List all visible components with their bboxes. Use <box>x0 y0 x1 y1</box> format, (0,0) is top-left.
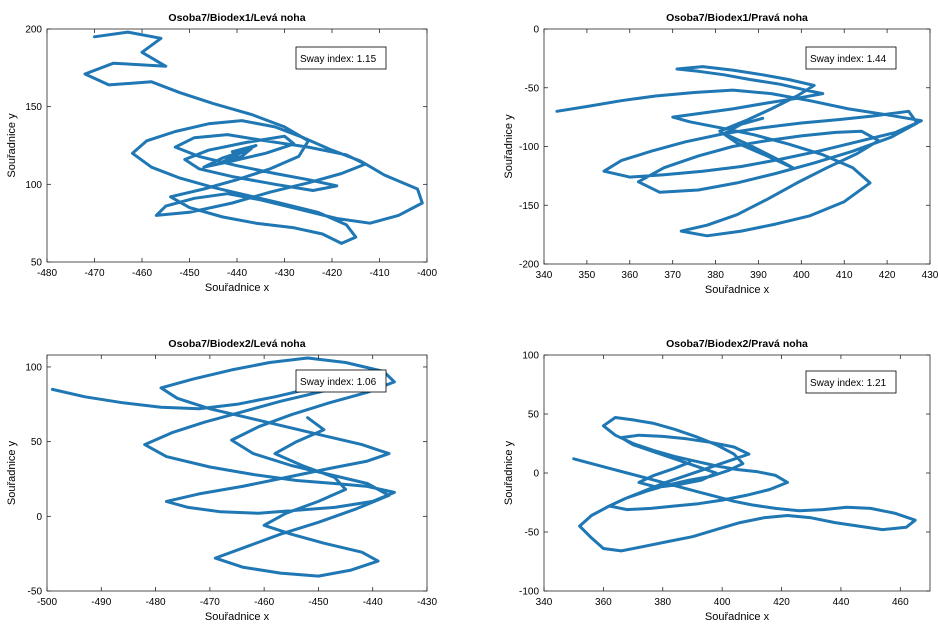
x-tick-label: -460 <box>254 597 274 608</box>
y-tick-label: -50 <box>28 587 43 598</box>
sway-index-label: Sway index: 1.06 <box>300 377 377 388</box>
subplot-3: -500 -490 -480 -470 -460 -450 -440 -430-5005010… <box>6 338 437 623</box>
y-tick-label: -100 <box>519 587 539 598</box>
x-tick-label: 440 <box>833 597 850 608</box>
chart-title: Osoba7/Biodex1/Levá noha <box>168 12 305 24</box>
x-tick-label: -450 <box>308 597 328 608</box>
y-tick-label: 50 <box>31 258 43 269</box>
x-axis-label: Souřadnice x <box>705 611 770 623</box>
x-tick-label: 400 <box>793 270 810 281</box>
y-tick-label: 0 <box>36 512 42 523</box>
x-tick-label: 430 <box>922 270 938 281</box>
x-tick-label: -420 <box>322 268 342 279</box>
x-tick-label: 420 <box>773 597 790 608</box>
x-axis-label: Souřadnice x <box>705 284 770 296</box>
y-tick-label: 50 <box>528 410 540 421</box>
x-tick-label: -430 <box>274 268 294 279</box>
chart-title: Osoba7/Biodex2/Levá noha <box>168 338 305 350</box>
chart-title: Osoba7/Biodex1/Pravá noha <box>666 12 808 24</box>
chart-title: Osoba7/Biodex2/Pravá noha <box>666 338 808 350</box>
sway-trajectory-line <box>572 416 917 553</box>
x-tick-label: -480 <box>146 597 166 608</box>
y-tick-label: 100 <box>25 180 42 191</box>
x-tick-label: -470 <box>200 597 220 608</box>
x-tick-label: 360 <box>621 270 638 281</box>
x-tick-label: 460 <box>892 597 909 608</box>
x-tick-label: -460 <box>132 268 152 279</box>
x-tick-label: -440 <box>363 597 383 608</box>
y-tick-label: 200 <box>25 25 42 36</box>
x-tick-label: 420 <box>879 270 896 281</box>
sway-index-label: Sway index: 1.15 <box>300 54 377 65</box>
y-tick-label: 100 <box>522 351 539 362</box>
x-tick-label: 360 <box>595 597 612 608</box>
x-tick-label: 410 <box>836 270 853 281</box>
x-tick-label: 380 <box>654 597 671 608</box>
y-axis-label: Souřadnice y <box>6 440 18 505</box>
x-tick-label: -430 <box>417 597 437 608</box>
x-tick-label: -490 <box>91 597 111 608</box>
sway-trajectory-line <box>50 356 396 578</box>
subplot-1: -480 -470 -460 -450 -440 -430 -420 -410 -400 50 10… <box>6 12 437 294</box>
x-tick-label: 390 <box>750 270 767 281</box>
y-tick-label: 100 <box>25 362 42 373</box>
y-tick-label: -50 <box>525 83 540 94</box>
y-tick-label: 0 <box>533 469 539 480</box>
y-tick-label: 50 <box>31 437 43 448</box>
x-tick-label: 340 <box>536 270 553 281</box>
sway-index-label: Sway index: 1.21 <box>810 378 887 389</box>
x-tick-label: -440 <box>227 268 247 279</box>
plot-area <box>543 354 931 592</box>
x-tick-label: -400 <box>417 268 437 279</box>
subplot-2: 340 350 360 370 380 390 400 410 420 430 -200 -150 -1… <box>503 12 938 296</box>
sway-trajectory-line <box>555 65 923 238</box>
x-axis-label: Souřadnice x <box>205 282 270 294</box>
y-tick-label: -150 <box>519 201 539 212</box>
y-tick-label: 0 <box>533 25 539 36</box>
x-tick-label: -450 <box>179 268 199 279</box>
y-tick-label: 150 <box>25 102 42 113</box>
y-axis-label: Souřadnice y <box>6 113 18 178</box>
sway-trajectory-line <box>83 30 424 245</box>
sway-index-box <box>805 46 897 70</box>
sway-index-box <box>805 370 897 394</box>
x-axis-label: Souřadnice x <box>205 611 270 623</box>
x-tick-label: 370 <box>664 270 681 281</box>
y-axis-label: Souřadnice y <box>503 114 515 179</box>
y-tick-label: -100 <box>519 142 539 153</box>
subplot-4: 340 360 380 400 420 440 460 -100 -50 0 50 100 Osoba7… <box>503 338 931 623</box>
y-tick-label: -200 <box>519 260 539 271</box>
sway-index-box <box>295 46 387 70</box>
x-tick-label: 380 <box>707 270 724 281</box>
y-axis-label: Souřadnice y <box>503 440 515 505</box>
x-tick-label: 350 <box>579 270 596 281</box>
x-tick-label: -480 <box>37 268 57 279</box>
x-tick-label: -410 <box>369 268 389 279</box>
x-tick-label: -500 <box>37 597 57 608</box>
x-tick-label: -470 <box>84 268 104 279</box>
x-tick-label: 400 <box>714 597 731 608</box>
y-tick-label: -50 <box>525 528 540 539</box>
sway-index-box <box>295 369 387 393</box>
sway-index-label: Sway index: 1.44 <box>810 54 887 65</box>
x-tick-label: 340 <box>536 597 553 608</box>
